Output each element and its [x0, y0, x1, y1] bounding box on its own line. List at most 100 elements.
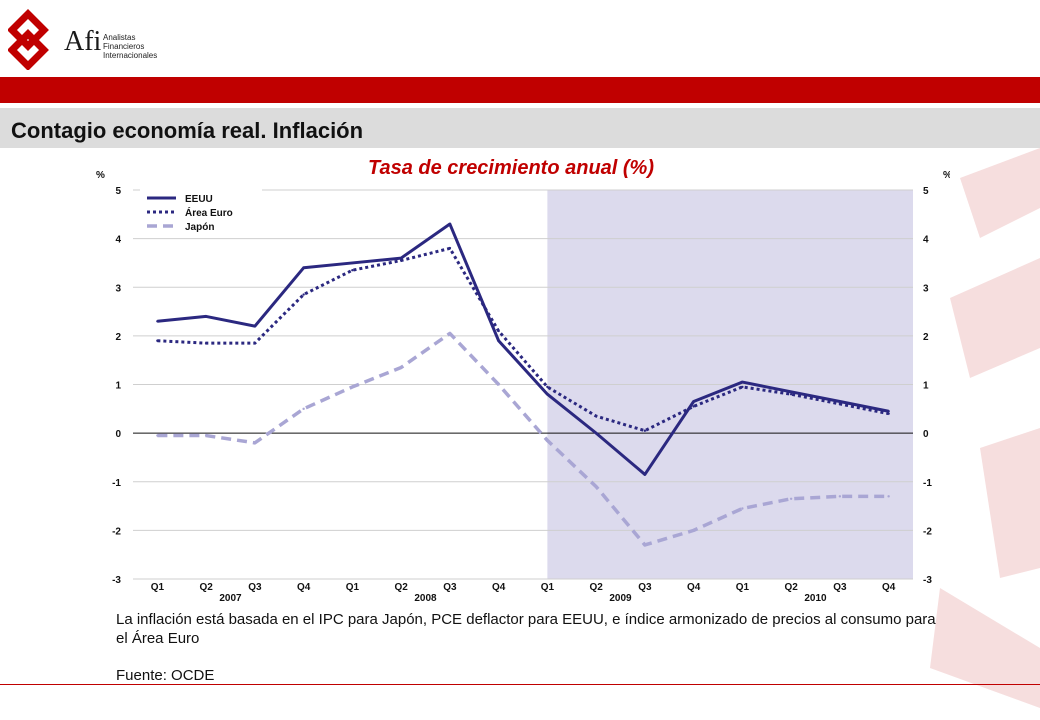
legend-label: EEUU	[185, 194, 213, 205]
data-point	[741, 507, 744, 510]
data-point	[838, 400, 842, 403]
data-point	[692, 405, 695, 408]
y-tick-label-right: -3	[923, 575, 932, 586]
y-tick-label-left: 1	[115, 381, 121, 392]
data-point	[204, 315, 208, 318]
data-point	[399, 256, 403, 260]
x-tick-label: Q4	[492, 582, 506, 593]
data-point	[546, 393, 549, 396]
data-point	[789, 497, 793, 500]
data-point	[448, 332, 452, 335]
data-point	[546, 385, 549, 389]
data-point	[156, 339, 159, 342]
data-point	[497, 383, 500, 386]
y-tick-label-left: 2	[115, 332, 121, 343]
x-tick-label: Q3	[248, 582, 262, 593]
year-label: 2009	[609, 593, 632, 604]
data-point	[448, 222, 452, 226]
data-point	[789, 393, 793, 396]
footnote: La inflación está basada en el IPC para …	[116, 611, 936, 647]
data-point	[253, 441, 257, 445]
data-point	[351, 269, 354, 272]
y-tick-label-right: 2	[923, 332, 929, 343]
data-point	[741, 380, 744, 384]
x-tick-label: Q2	[589, 582, 603, 593]
x-tick-label: Q4	[687, 582, 701, 593]
bottom-divider	[0, 684, 1040, 685]
background-decoration	[930, 148, 1040, 708]
x-tick-label: Q3	[638, 582, 652, 593]
x-tick-label: Q1	[541, 582, 555, 593]
source-note: Fuente: OCDE	[116, 667, 215, 684]
x-tick-label: Q4	[882, 582, 896, 593]
inflation-line-chart: 5 5 4 4 3 3 2 2 1 1 0 0 -1 -1 -2 -2 -3 -3%% Q1 Q2 Q3 Q4 Q1 Q2 Q3…	[96, 170, 950, 604]
y-tick-label-right: 3	[923, 283, 929, 294]
x-tick-label: Q4	[297, 582, 311, 593]
y-tick-label-right: 1	[923, 381, 929, 392]
page-title: Contagio economía real. Inflación	[11, 118, 364, 143]
legend-box	[140, 184, 262, 236]
x-tick-label: Q3	[443, 582, 457, 593]
data-point	[643, 429, 647, 432]
data-point	[643, 543, 647, 547]
data-point	[692, 400, 695, 403]
data-point	[302, 407, 305, 411]
data-point	[497, 329, 500, 333]
data-point	[594, 431, 598, 435]
x-tick-label: Q1	[736, 582, 750, 593]
y-tick-label-left: -1	[112, 478, 121, 489]
data-point	[497, 339, 500, 342]
title-bar	[0, 108, 1040, 148]
x-tick-label: Q1	[151, 582, 165, 593]
data-point	[887, 412, 890, 415]
data-point	[399, 259, 403, 262]
data-point	[351, 261, 354, 265]
data-point	[302, 266, 305, 269]
y-tick-label-left: -2	[112, 526, 121, 537]
data-point	[789, 390, 793, 393]
x-tick-label: Q3	[833, 582, 847, 593]
data-point	[204, 434, 208, 437]
data-point	[253, 341, 257, 345]
logo-subtitle: Analistas Financieros Internacionales	[103, 33, 158, 60]
data-point	[643, 473, 647, 476]
year-label: 2010	[804, 593, 827, 604]
data-point	[546, 439, 549, 442]
logo-text: Afi	[64, 26, 102, 57]
data-point	[302, 293, 305, 296]
year-label: 2008	[414, 593, 437, 604]
series-line-2	[157, 331, 889, 547]
y-tick-label-right: 5	[923, 186, 929, 197]
legend-label: Área Euro	[185, 206, 233, 219]
y-tick-label-right: 4	[923, 235, 929, 246]
series-line-0	[157, 222, 889, 476]
data-point	[204, 341, 208, 345]
y-tick-label-left: 4	[115, 235, 121, 246]
data-point	[887, 410, 890, 413]
y-unit-right: %	[943, 170, 950, 181]
data-point	[838, 402, 842, 406]
year-label: 2007	[219, 593, 242, 604]
data-point	[594, 414, 598, 418]
data-point	[692, 529, 695, 532]
data-point	[399, 366, 403, 369]
y-tick-label-right: -1	[923, 478, 932, 489]
data-point	[741, 385, 744, 389]
data-point	[253, 324, 257, 328]
data-point	[351, 385, 354, 389]
y-unit-left: %	[96, 170, 105, 181]
x-tick-label: Q2	[394, 582, 408, 593]
data-point	[887, 495, 890, 498]
data-point	[156, 320, 159, 323]
y-tick-label-left: 3	[115, 283, 121, 294]
y-tick-label-left: 0	[115, 429, 121, 440]
data-point	[448, 247, 452, 250]
y-tick-label-right: 0	[923, 429, 929, 440]
data-point	[156, 434, 159, 437]
afi-logo-mark	[8, 9, 49, 70]
x-tick-label: Q2	[199, 582, 213, 593]
y-tick-label-left: -3	[112, 575, 121, 586]
legend-label: Japón	[185, 222, 214, 233]
y-tick-label-left: 5	[115, 186, 121, 197]
x-tick-label: Q1	[346, 582, 360, 593]
